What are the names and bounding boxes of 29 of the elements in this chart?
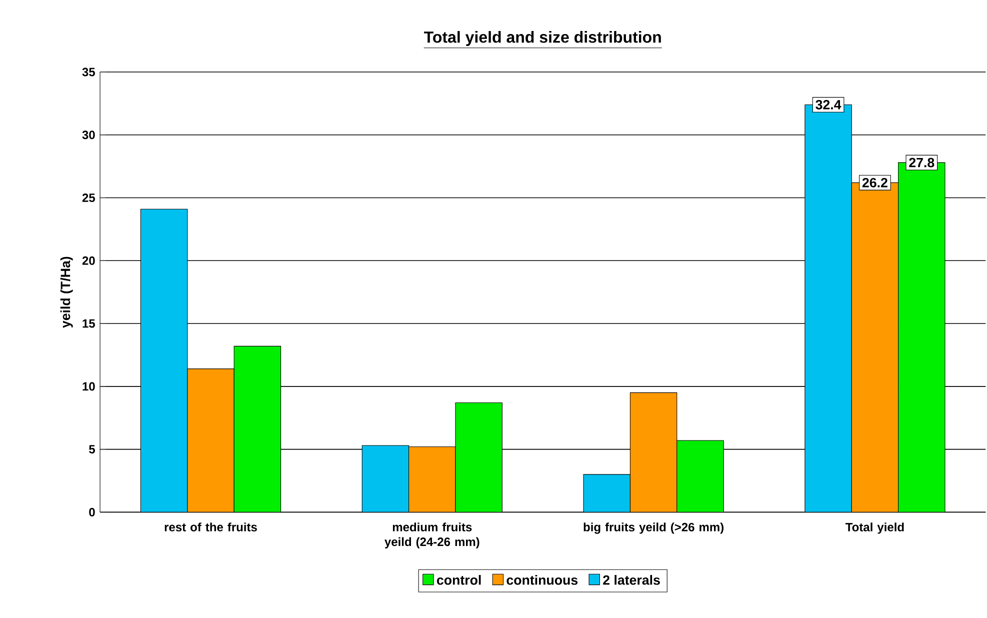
bar <box>630 392 677 512</box>
y-tick-label: 25 <box>82 193 95 202</box>
y-axis-title: yeild (T/Ha) <box>60 256 73 328</box>
y-tick-label: 30 <box>82 130 95 140</box>
chart-title: Total yield and size distribution <box>424 30 661 46</box>
bar <box>584 474 630 512</box>
y-tick-label: 5 <box>89 445 95 454</box>
legend-label: control <box>436 574 481 585</box>
y-tick-label: 10 <box>82 382 95 391</box>
bar <box>187 368 234 512</box>
legend-label: continuous <box>506 574 578 585</box>
x-tick-label: medium fruits yeild (24-26 mm) <box>384 522 480 548</box>
bar <box>140 209 188 512</box>
x-tick-label: Total yield <box>846 522 904 534</box>
y-tick-label: 0 <box>89 508 95 516</box>
bar <box>234 346 281 512</box>
y-tick-label: 35 <box>82 68 95 76</box>
x-tick-label: rest of the fruits <box>164 522 257 532</box>
data-label: 32.4 <box>816 100 842 110</box>
data-label: 27.8 <box>909 158 934 168</box>
bar <box>408 446 456 512</box>
bar <box>676 440 724 512</box>
y-tick-label: 20 <box>82 256 95 265</box>
legend-label: 2 laterals <box>603 574 660 585</box>
y-tick-label: 15 <box>82 319 95 328</box>
bar <box>362 445 409 512</box>
x-tick-label: big fruits yeild (>26 mm) <box>584 522 724 534</box>
data-label: 26.2 <box>862 178 888 188</box>
bar <box>455 402 502 512</box>
